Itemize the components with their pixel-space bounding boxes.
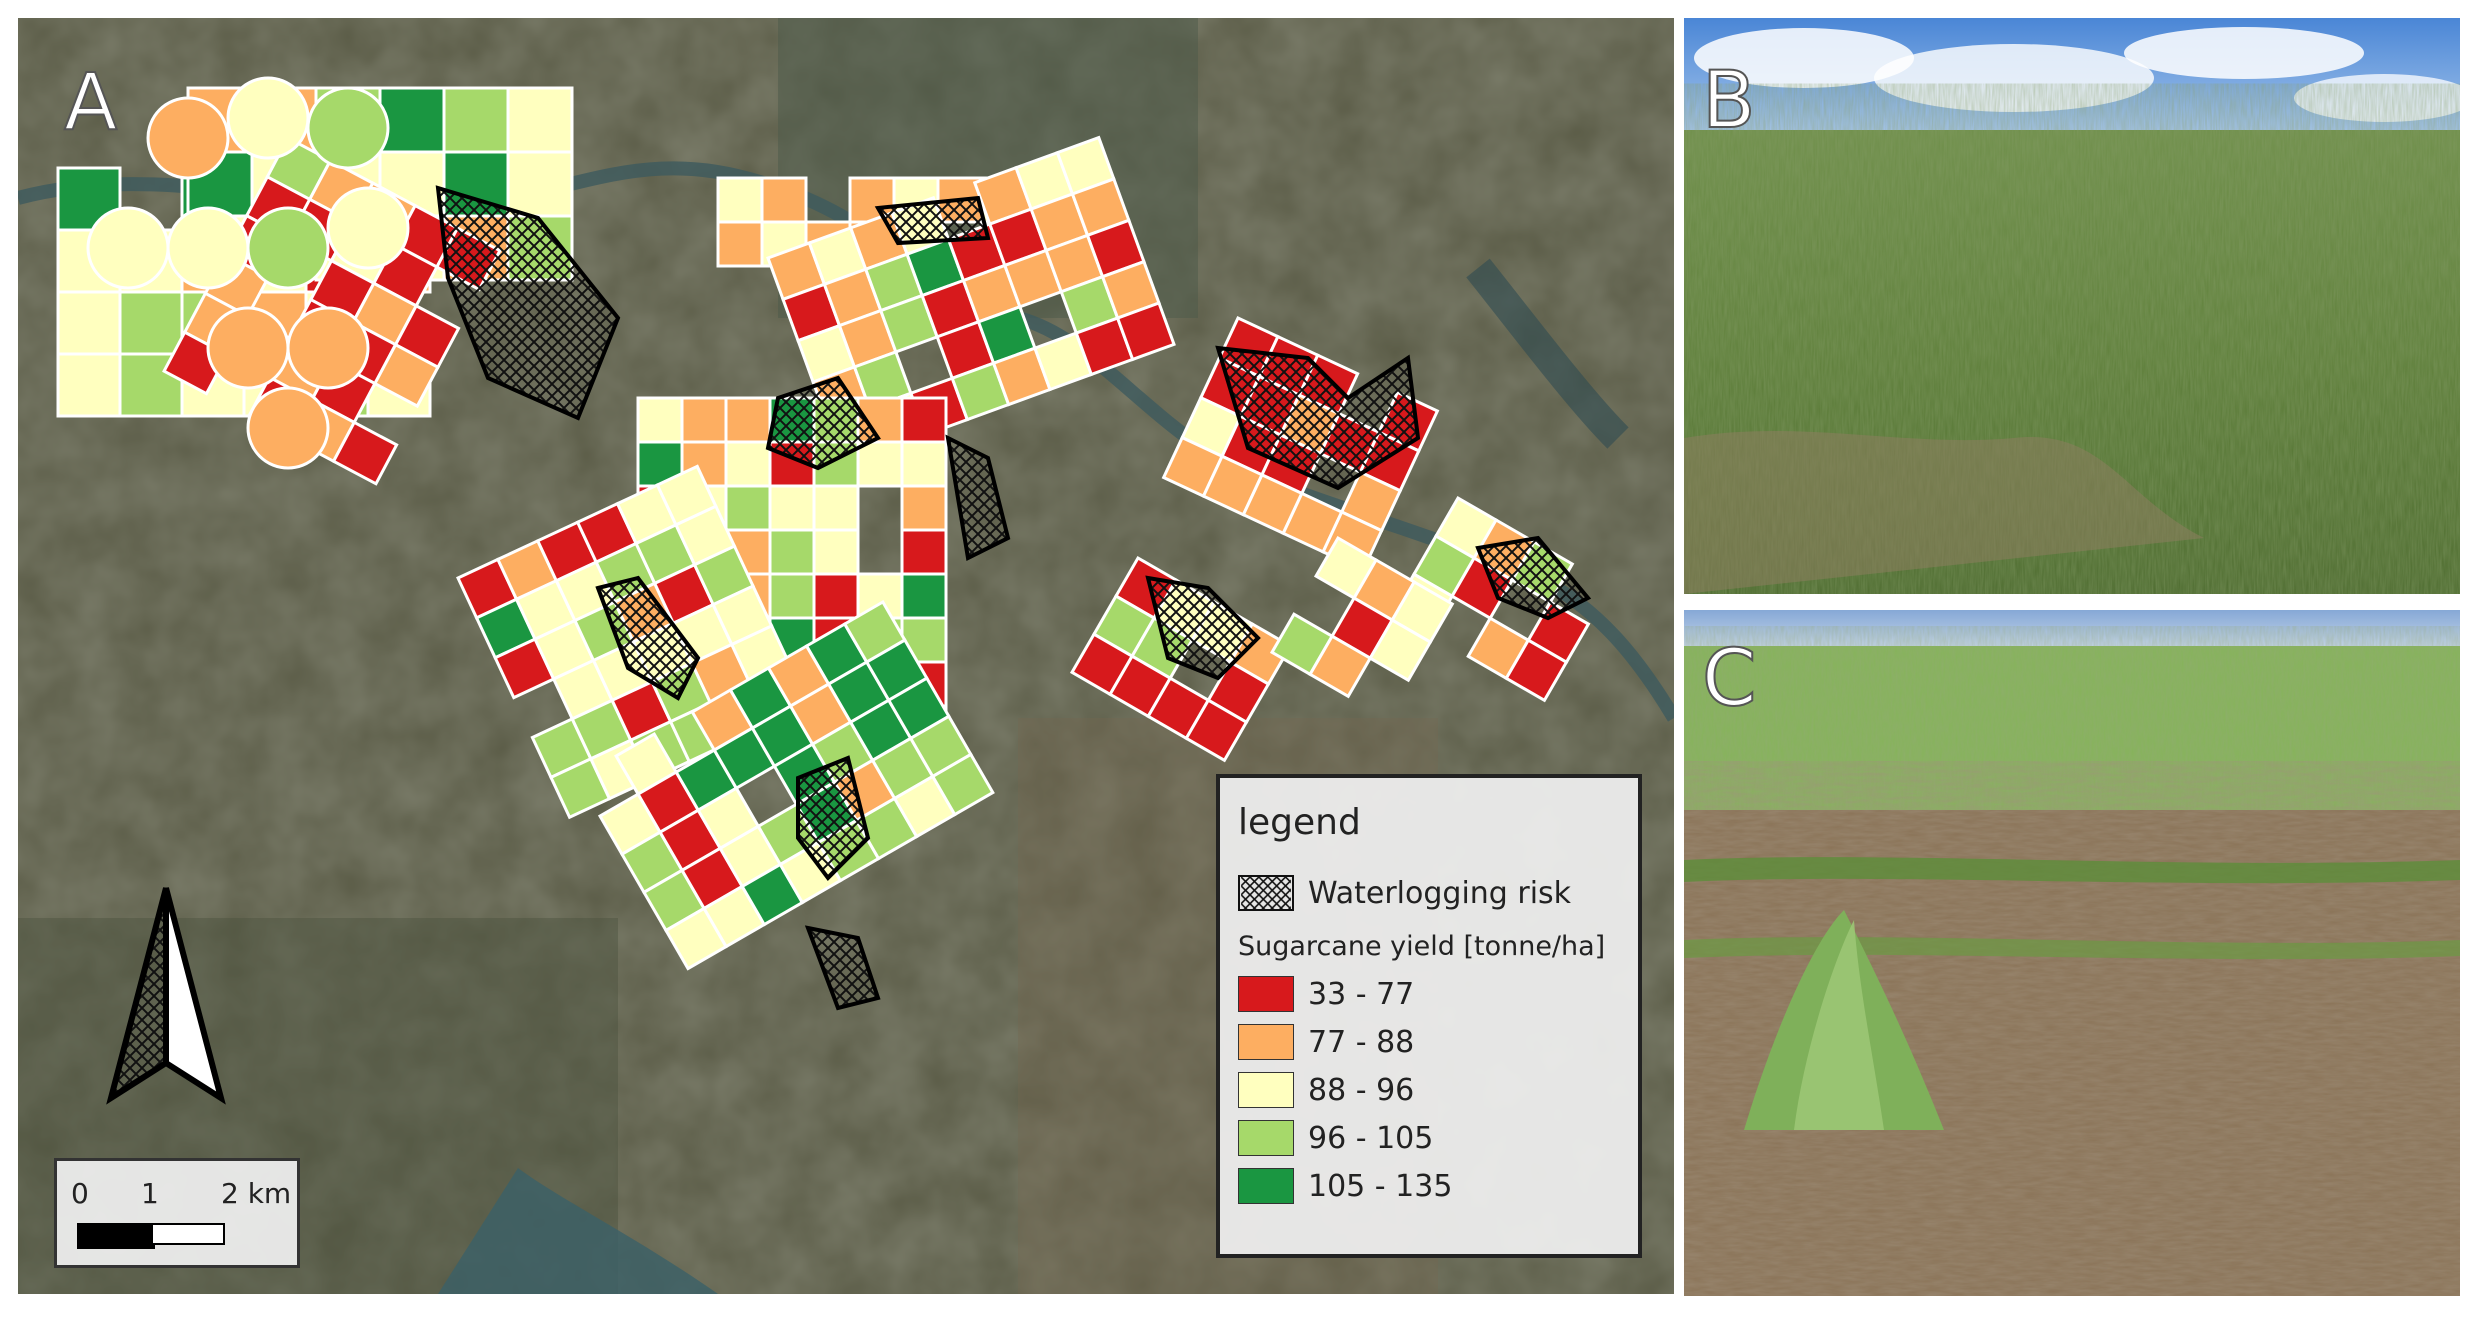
legend-swatch [1238, 976, 1294, 1012]
pivot-field [246, 386, 330, 470]
field-parcel [1368, 618, 1433, 683]
waterlogging-risk-zone [1475, 535, 1592, 621]
field-parcel [716, 176, 764, 224]
field-parcel [724, 484, 772, 532]
map-legend: legend Waterlogging risk Sugarcane yield… [1216, 774, 1642, 1258]
legend-swatch [1238, 1168, 1294, 1204]
field-parcel [768, 572, 816, 620]
field-parcel [680, 396, 728, 444]
field-parcel [724, 440, 772, 488]
field-parcel [900, 528, 948, 576]
field-parcel [118, 290, 184, 356]
scale-bar-white-segment [151, 1223, 225, 1245]
pivot-field [326, 186, 410, 270]
legend-class-row: 96 - 105 [1238, 1114, 1620, 1162]
legend-class-row: 77 - 88 [1238, 1018, 1620, 1066]
field-parcel [768, 528, 816, 576]
legend-yield-title: Sugarcane yield [tonne/ha] [1238, 931, 1606, 962]
legend-class-row: 105 - 135 [1238, 1162, 1620, 1210]
field-cluster [1269, 535, 1455, 699]
waterlogging-risk-zone [796, 755, 871, 882]
crosshatch-swatch-icon [1238, 875, 1294, 911]
waterlogging-risk-zone [945, 434, 1011, 561]
legend-class-label: 96 - 105 [1308, 1120, 1434, 1156]
field-parcel [1504, 638, 1569, 703]
pivot-field [206, 306, 290, 390]
field-parcel [724, 396, 772, 444]
scale-label-1: 1 [141, 1177, 159, 1210]
waterlogging-risk-zone [874, 195, 991, 246]
legend-waterlogging-label: Waterlogging risk [1308, 875, 1572, 911]
pivot-field [146, 96, 230, 180]
waterlogging-risk-zone [435, 185, 621, 421]
field-photo-b [1684, 18, 2460, 594]
map-panel: A 0 1 2 km legend Waterlogging risk Suga… [18, 18, 1674, 1294]
waterlogging-risk-zone [765, 375, 881, 471]
legend-class-label: 77 - 88 [1308, 1024, 1415, 1060]
field-parcel [506, 86, 574, 154]
legend-class-label: 33 - 77 [1308, 976, 1415, 1012]
field-parcel [1308, 634, 1373, 699]
field-photo-c [1684, 610, 2460, 1296]
waterlogging-risk-zone [1215, 345, 1421, 491]
field-parcel [856, 440, 904, 488]
legend-title: legend [1238, 802, 1361, 843]
legend-class-row: 33 - 77 [1238, 970, 1620, 1018]
legend-waterlogging-row: Waterlogging risk [1238, 869, 1620, 917]
field-parcel [930, 752, 995, 817]
field-parcel [812, 572, 860, 620]
panel-label-b: B [1701, 56, 1756, 146]
field-parcel [506, 150, 574, 218]
panel-label-a: A [63, 58, 118, 148]
photo-panel-c: C [1684, 610, 2460, 1296]
field-parcel [900, 572, 948, 620]
pivot-field [286, 306, 370, 390]
field-parcel [900, 484, 948, 532]
scale-label-0: 0 [71, 1177, 89, 1210]
field-parcel [331, 420, 399, 486]
legend-swatch [1238, 1120, 1294, 1156]
pivot-field [226, 76, 310, 160]
waterlogging-zones [435, 185, 1592, 1011]
legend-swatch [1238, 1024, 1294, 1060]
field-parcel [56, 290, 122, 356]
waterlogging-risk-zone [804, 925, 881, 1011]
scale-label-2: 2 km [221, 1177, 292, 1210]
pivot-field [86, 206, 170, 290]
field-parcel [900, 440, 948, 488]
field-cluster [597, 599, 995, 971]
legend-class-label: 105 - 135 [1308, 1168, 1453, 1204]
field-parcel [442, 86, 510, 154]
field-parcel [1184, 698, 1249, 763]
field-parcel [56, 352, 122, 418]
legend-class-label: 88 - 96 [1308, 1072, 1415, 1108]
field-parcel [900, 396, 948, 444]
field-parcel [372, 342, 440, 409]
field-parcel [1115, 301, 1176, 362]
north-arrow-icon [106, 887, 226, 1105]
legend-class-row: 88 - 96 [1238, 1066, 1620, 1114]
scale-bar: 0 1 2 km [54, 1158, 300, 1268]
panel-label-c: C [1701, 634, 1757, 724]
pivot-field [166, 206, 250, 290]
field-parcel [636, 396, 684, 444]
pivot-field [246, 206, 330, 290]
field-parcel [812, 528, 860, 576]
legend-swatch [1238, 1072, 1294, 1108]
field-parcel [716, 220, 764, 268]
field-parcel [378, 86, 446, 154]
field-parcel [768, 484, 816, 532]
waterlogging-risk-zone [595, 575, 701, 701]
field-parcel [760, 176, 808, 224]
waterlogging-risk-zone [1145, 575, 1261, 681]
field-parcel [812, 484, 860, 532]
photo-panel-b: B [1684, 18, 2460, 594]
pivot-field [306, 86, 390, 170]
scale-bar-black-segment [77, 1223, 155, 1249]
